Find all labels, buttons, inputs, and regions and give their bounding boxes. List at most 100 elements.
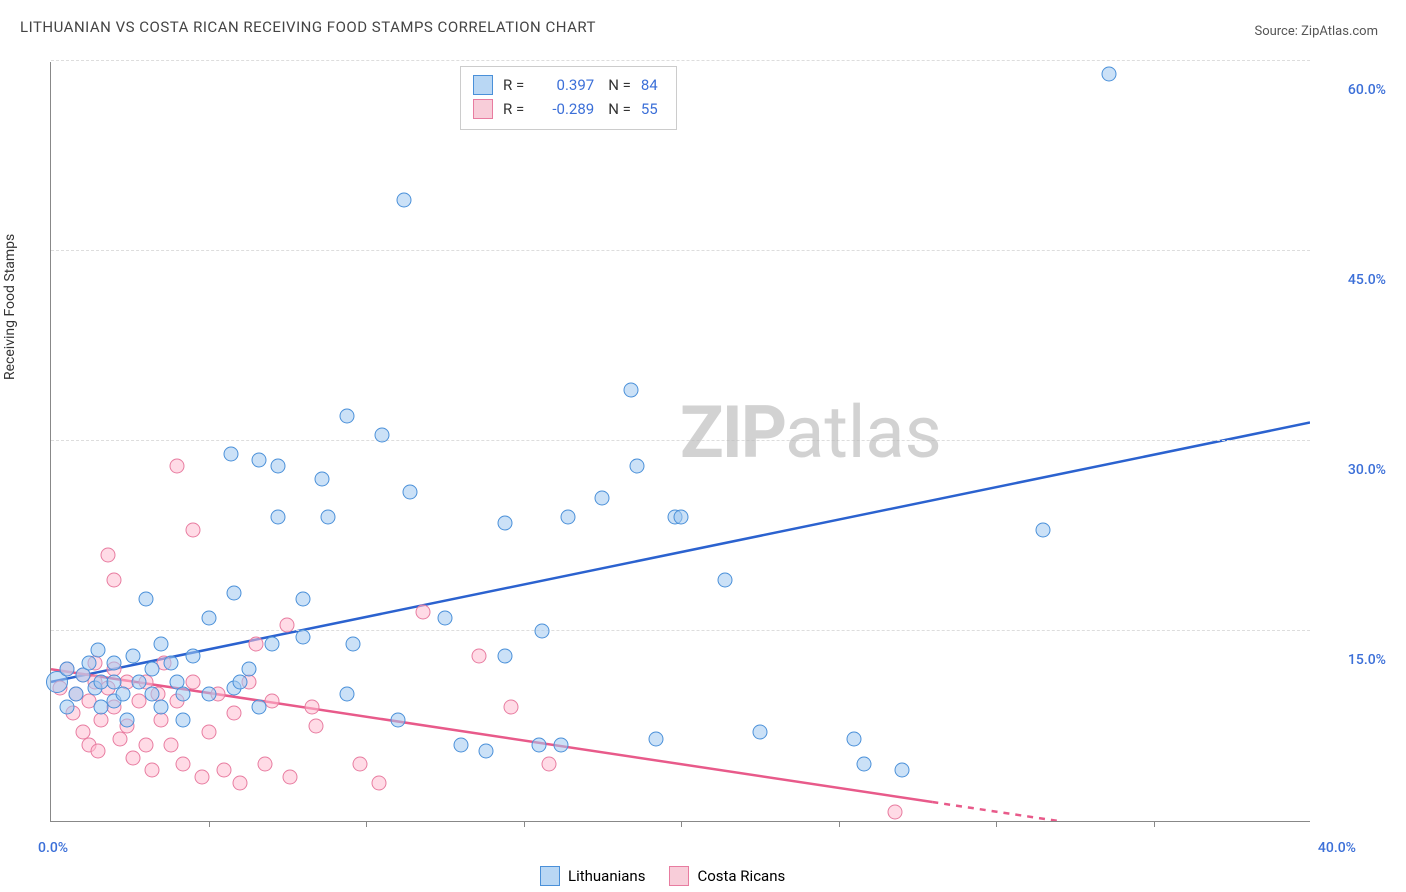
- scatter-point-blue: [403, 484, 418, 499]
- scatter-point-blue: [154, 700, 169, 715]
- scatter-point-blue: [674, 510, 689, 525]
- scatter-point-blue: [125, 649, 140, 664]
- x-axis-tick: [839, 821, 840, 827]
- scatter-point-blue: [1036, 522, 1051, 537]
- scatter-point-blue: [154, 636, 169, 651]
- scatter-point-pink: [185, 522, 200, 537]
- scatter-point-pink: [305, 700, 320, 715]
- gridline-h: [51, 630, 1310, 631]
- scatter-point-blue: [270, 459, 285, 474]
- scatter-point-pink: [371, 776, 386, 791]
- scatter-point-pink: [226, 706, 241, 721]
- scatter-point-blue: [223, 446, 238, 461]
- source-prefix: Source:: [1254, 24, 1301, 39]
- x-axis-tick: [1154, 821, 1155, 827]
- scatter-point-blue: [138, 592, 153, 607]
- legend-swatch-blue: [540, 866, 560, 886]
- scatter-point-pink: [163, 738, 178, 753]
- scatter-point-pink: [170, 459, 185, 474]
- scatter-point-blue: [81, 655, 96, 670]
- r-value-pink: -0.289: [530, 97, 594, 121]
- scatter-point-pink: [283, 769, 298, 784]
- r-label: R =: [503, 73, 524, 97]
- scatter-point-blue: [185, 649, 200, 664]
- scatter-point-blue: [59, 700, 74, 715]
- scatter-point-pink: [201, 725, 216, 740]
- scatter-point-blue: [497, 516, 512, 531]
- legend-bottom: Lithuanians Costa Ricans: [540, 866, 785, 886]
- scatter-point-blue: [233, 674, 248, 689]
- scatter-point-blue: [59, 662, 74, 677]
- scatter-point-blue: [894, 763, 909, 778]
- y-axis-title: Receiving Food Stamps: [2, 234, 18, 380]
- scatter-point-pink: [415, 605, 430, 620]
- scatter-point-pink: [258, 757, 273, 772]
- scatter-point-blue: [226, 586, 241, 601]
- scatter-point-blue: [847, 731, 862, 746]
- scatter-point-pink: [144, 763, 159, 778]
- legend-swatch-pink: [669, 866, 689, 886]
- gridline-h: [51, 250, 1310, 251]
- r-value-blue: 0.397: [530, 73, 594, 97]
- scatter-point-blue: [453, 738, 468, 753]
- scatter-point-blue: [856, 757, 871, 772]
- scatter-point-blue: [752, 725, 767, 740]
- scatter-point-blue: [270, 510, 285, 525]
- x-axis-tick: [681, 821, 682, 827]
- scatter-point-pink: [91, 744, 106, 759]
- x-axis-tick: [524, 821, 525, 827]
- legend-stats-box: R = 0.397 N = 84 R = -0.289 N = 55: [460, 66, 677, 130]
- scatter-point-blue: [497, 649, 512, 664]
- trend-line: [51, 423, 1310, 682]
- source-link[interactable]: ZipAtlas.com: [1301, 24, 1378, 39]
- scatter-point-blue: [201, 611, 216, 626]
- y-axis-tick-label: 45.0%: [1348, 272, 1386, 288]
- scatter-point-blue: [91, 643, 106, 658]
- plot-area: [50, 62, 1310, 822]
- source-attribution: Source: ZipAtlas.com: [1254, 24, 1378, 39]
- scatter-point-blue: [176, 687, 191, 702]
- scatter-point-blue: [374, 427, 389, 442]
- n-label: N =: [608, 97, 631, 121]
- legend-swatch-pink: [473, 99, 493, 119]
- scatter-point-pink: [248, 636, 263, 651]
- scatter-point-pink: [352, 757, 367, 772]
- scatter-point-pink: [541, 757, 556, 772]
- scatter-point-blue: [478, 744, 493, 759]
- scatter-point-blue: [346, 636, 361, 651]
- x-axis-label-max: 40.0%: [1318, 840, 1356, 856]
- legend-label-blue: Lithuanians: [568, 867, 645, 885]
- scatter-point-blue: [144, 662, 159, 677]
- scatter-point-blue: [251, 700, 266, 715]
- scatter-point-blue: [296, 630, 311, 645]
- scatter-point-blue: [629, 459, 644, 474]
- scatter-point-pink: [472, 649, 487, 664]
- scatter-point-blue: [107, 655, 122, 670]
- n-value-pink: 55: [641, 97, 658, 121]
- scatter-point-blue: [69, 687, 84, 702]
- scatter-point-blue: [560, 510, 575, 525]
- n-label: N =: [608, 73, 631, 97]
- chart-title: LITHUANIAN VS COSTA RICAN RECEIVING FOOD…: [20, 18, 596, 36]
- scatter-point-blue: [535, 624, 550, 639]
- x-axis-label-min: 0.0%: [38, 840, 68, 856]
- scatter-point-blue: [648, 731, 663, 746]
- scatter-point-pink: [138, 738, 153, 753]
- scatter-point-blue: [340, 687, 355, 702]
- y-axis-tick-label: 30.0%: [1348, 462, 1386, 478]
- scatter-point-blue: [623, 383, 638, 398]
- scatter-point-blue: [314, 472, 329, 487]
- scatter-point-pink: [888, 805, 903, 820]
- x-axis-tick: [209, 821, 210, 827]
- scatter-point-pink: [176, 757, 191, 772]
- trend-lines-layer: [51, 62, 1310, 821]
- scatter-point-pink: [217, 763, 232, 778]
- x-axis-tick: [996, 821, 997, 827]
- scatter-point-blue: [396, 193, 411, 208]
- y-axis-tick-label: 60.0%: [1348, 82, 1386, 98]
- scatter-point-blue: [718, 573, 733, 588]
- scatter-point-blue: [163, 655, 178, 670]
- scatter-point-pink: [185, 674, 200, 689]
- scatter-point-blue: [390, 712, 405, 727]
- scatter-point-pink: [280, 617, 295, 632]
